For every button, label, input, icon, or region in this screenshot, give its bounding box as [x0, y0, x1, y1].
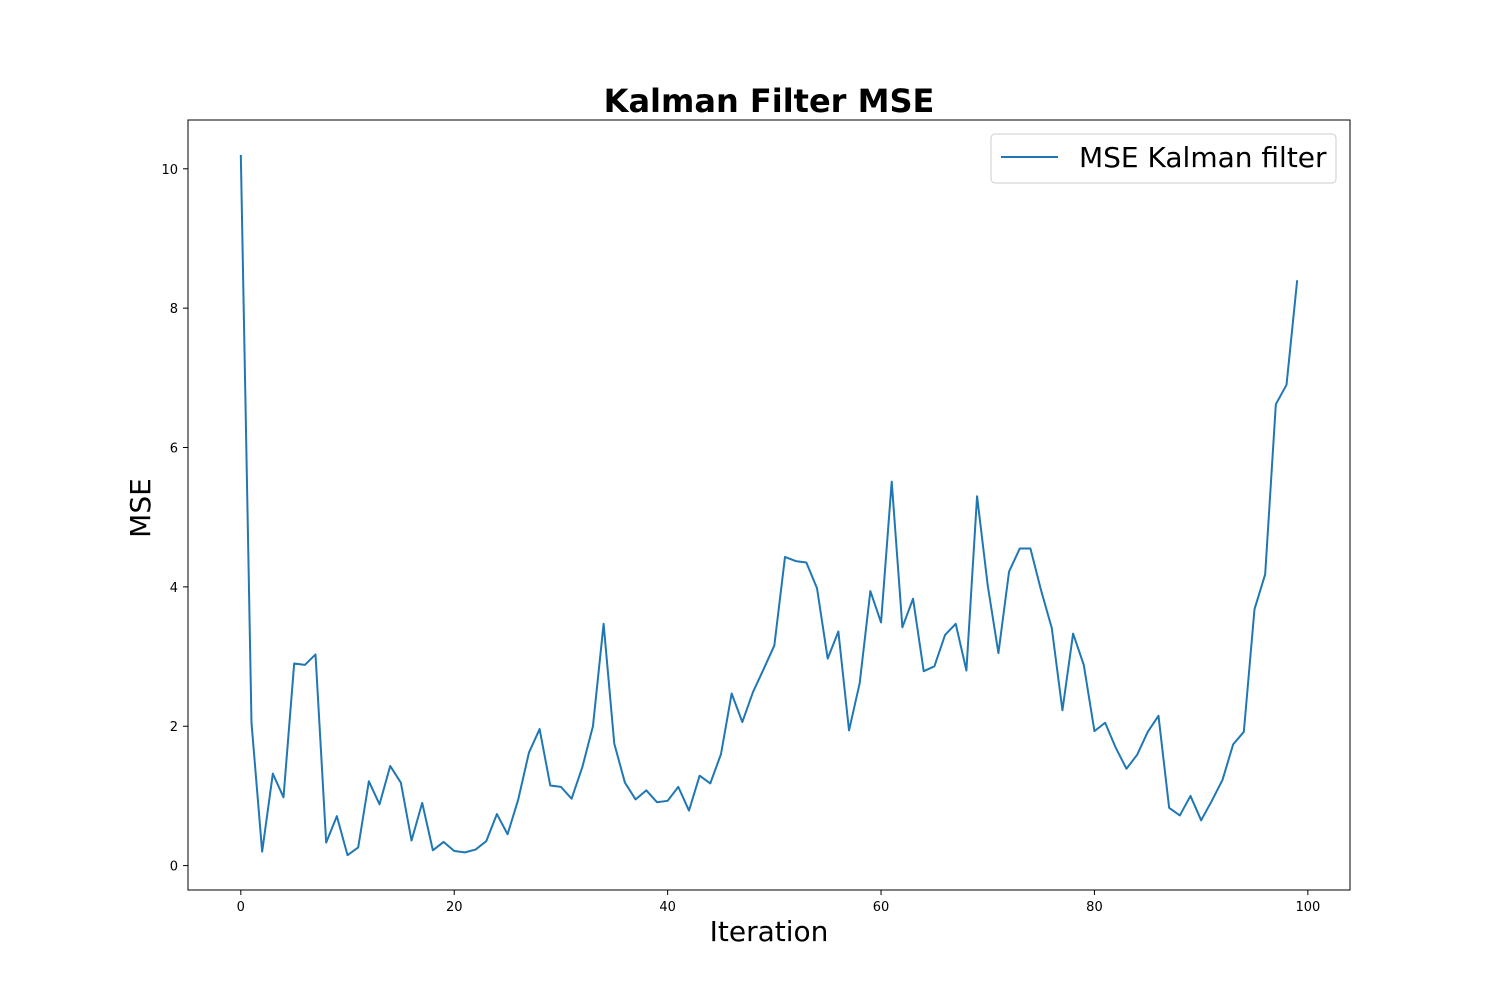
x-tick-label: 20 [446, 900, 463, 915]
chart-title: Kalman Filter MSE [604, 82, 935, 120]
x-tick-label: 100 [1295, 900, 1320, 915]
x-tick-label: 0 [237, 900, 245, 915]
series-line-mse-kalman-filter [239, 154, 1299, 857]
y-tick-label: 10 [161, 163, 178, 178]
x-axis-label: Iteration [710, 915, 829, 948]
y-tick-label: 0 [170, 860, 178, 875]
legend: MSE Kalman filter [990, 133, 1337, 184]
y-tick-label: 8 [170, 302, 178, 317]
axes-frame [187, 119, 1351, 891]
x-axis: 0 20 40 60 80 100 [237, 890, 1320, 915]
y-tick-label: 6 [170, 442, 178, 457]
y-axis-label: MSE [124, 478, 157, 538]
plot-area [239, 154, 1299, 857]
y-axis: 0 2 4 6 8 10 [161, 163, 188, 875]
y-tick-label: 4 [170, 581, 178, 596]
x-tick-label: 80 [1086, 900, 1103, 915]
x-tick-label: 60 [873, 900, 890, 915]
legend-label: MSE Kalman filter [1079, 141, 1327, 174]
legend-box [990, 133, 1337, 184]
y-tick-label: 2 [170, 720, 178, 735]
x-tick-label: 40 [659, 900, 676, 915]
